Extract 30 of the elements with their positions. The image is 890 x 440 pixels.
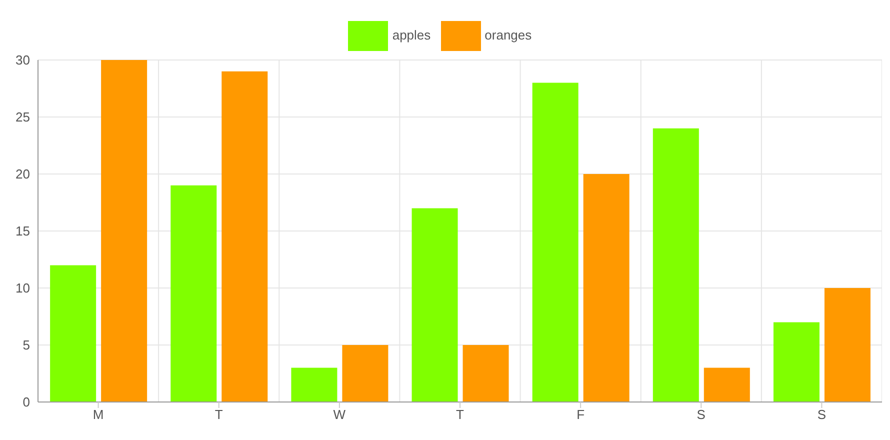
y-tick-label: 0 [22,394,30,410]
y-tick-label: 15 [16,224,30,239]
bar [291,368,338,402]
bar [532,82,578,402]
bar [101,60,148,402]
bar [462,345,509,402]
bar [652,128,699,402]
x-tick-label: S [817,407,826,422]
legend-label: apples [392,27,431,42]
x-tick-label: F [576,407,585,422]
y-tick-label: 10 [16,280,30,296]
bar [773,322,820,402]
x-tick-label: T [456,407,464,422]
bar [412,208,458,402]
bar [704,368,750,402]
bar [170,185,217,402]
y-tick-label: 5 [22,338,30,353]
y-tick-label: 20 [16,166,30,182]
bar [50,265,96,402]
bar [583,174,630,402]
y-tick-label: 25 [16,110,30,125]
legend-label: oranges [484,27,532,42]
bar [824,288,870,402]
x-tick-label: T [214,407,223,422]
x-tick-label: W [333,407,346,422]
y-tick-label: 30 [16,52,30,68]
x-tick-label: M [92,407,104,422]
bar [342,345,388,402]
x-tick-label: S [696,407,706,422]
bar [222,71,268,402]
